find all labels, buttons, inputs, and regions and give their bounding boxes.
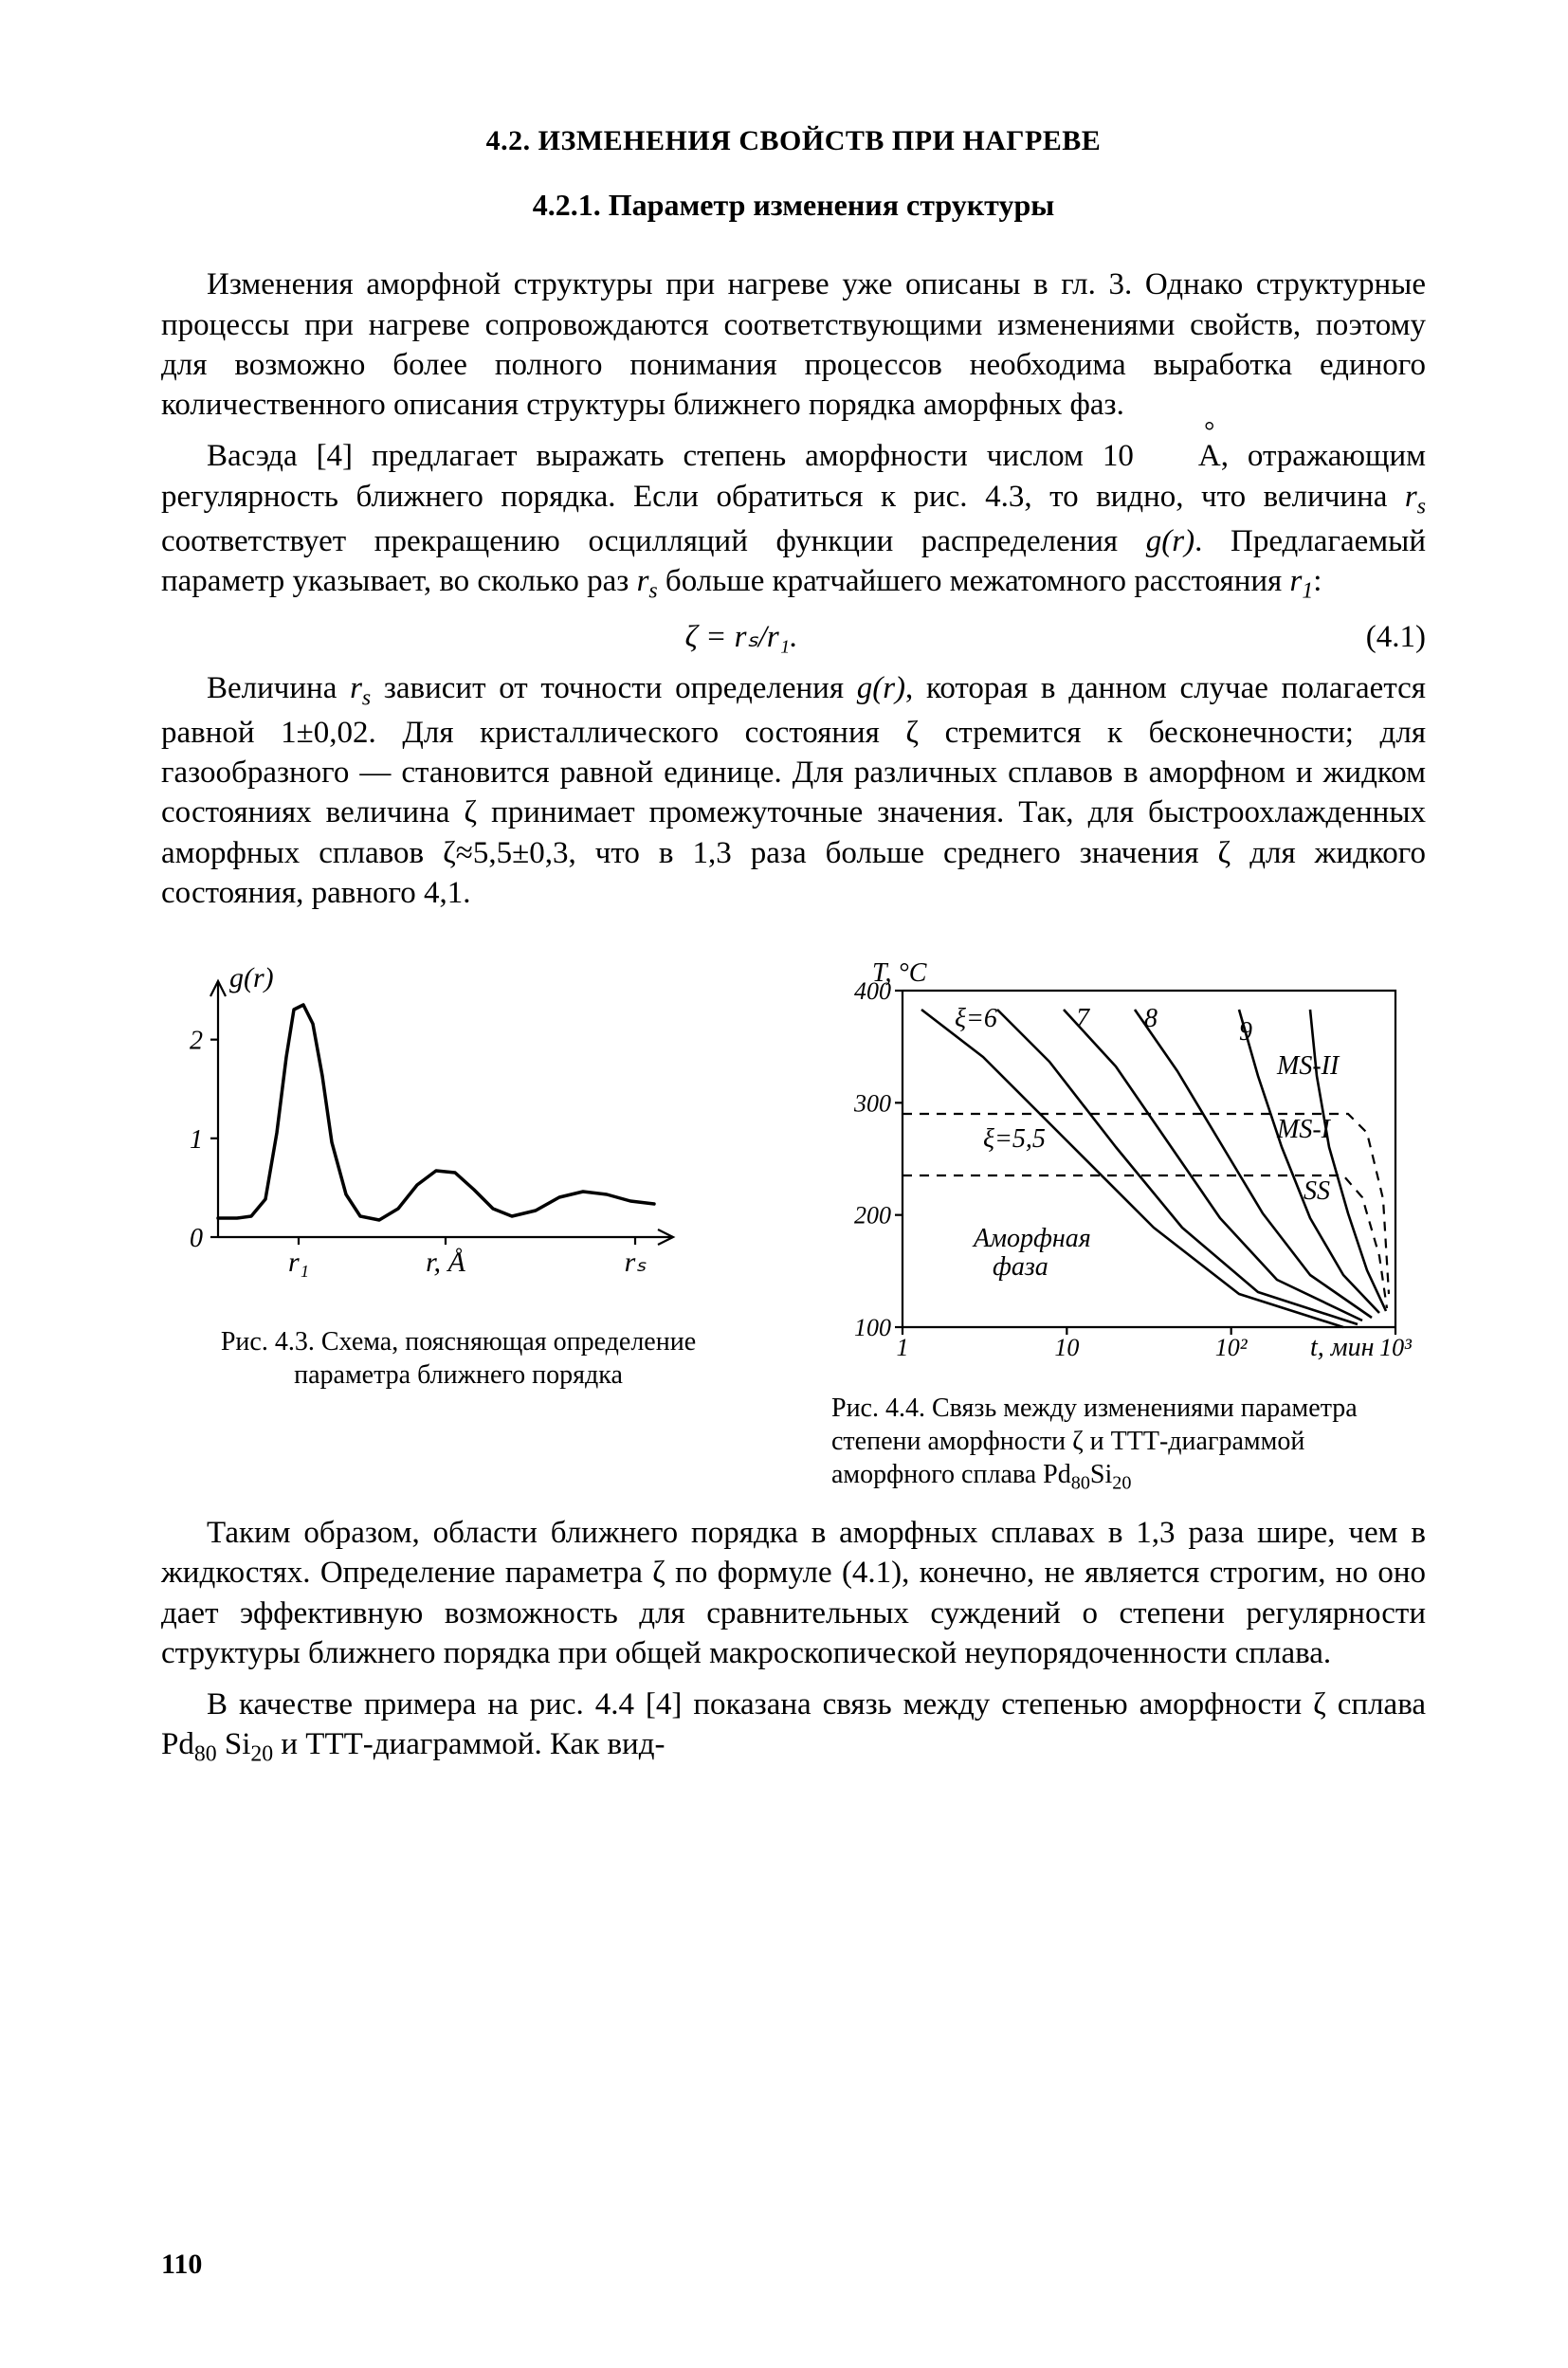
svg-text:0: 0	[190, 1224, 203, 1253]
svg-text:1: 1	[190, 1125, 203, 1155]
svg-text:фаза: фаза	[993, 1252, 1048, 1282]
figure-4-4: 100200300400T, °C11010²10³t, минξ=6789MS…	[831, 953, 1426, 1496]
svg-text:10: 10	[1054, 1334, 1079, 1360]
paragraph-4: Таким образом, области ближнего порядка …	[161, 1513, 1426, 1673]
svg-text:r₁: r₁	[288, 1247, 309, 1278]
svg-text:t, мин: t, мин	[1310, 1333, 1375, 1360]
figure-4-3: 0 1 2 g(r) r₁ r, Å rₛ Рис. 4.3. Схема, поясняю…	[161, 953, 756, 1392]
svg-text:MS-I: MS-I	[1276, 1115, 1332, 1144]
p2-a: Васэда [4] предлагает выражать степень а…	[207, 439, 1153, 473]
p2-e: больше кратчайшего межатомного расстояни…	[658, 564, 1290, 598]
svg-text:10³: 10³	[1379, 1334, 1413, 1360]
svg-text:200: 200	[854, 1202, 891, 1230]
page-number: 110	[161, 2247, 202, 2283]
p3-a: Величина	[207, 671, 350, 705]
p2-c: соответствует прекращению осцилляций фун…	[161, 524, 1146, 558]
var-rs-3: rs	[350, 671, 371, 705]
angstrom-A: A	[1153, 436, 1221, 476]
section-title: 4.2. ИЗМЕНЕНИЯ СВОЙСТВ ПРИ НАГРЕВЕ	[161, 123, 1426, 159]
figure-4-3-caption: Рис. 4.3. Схема, поясняющая определение …	[161, 1325, 756, 1392]
svg-text:SS: SS	[1304, 1176, 1330, 1206]
figure-4-4-svg: 100200300400T, °C11010²10³t, минξ=6789MS…	[831, 953, 1419, 1360]
paragraph-2: Васэда [4] предлагает выражать степень а…	[161, 436, 1426, 605]
p5-c: и ТТТ-диаграммой. Как вид-	[273, 1727, 665, 1761]
paragraph-1: Изменения аморфной структуры при нагреве…	[161, 264, 1426, 425]
p3-c: , которая в данном случае полагается рав…	[161, 671, 1426, 910]
figure-4-3-svg: 0 1 2 g(r) r₁ r, Å rₛ	[161, 953, 692, 1294]
paragraph-3: Величина rs зависит от точности определе…	[161, 668, 1426, 913]
svg-text:ξ=6: ξ=6	[955, 1004, 997, 1033]
var-r1: r1	[1289, 564, 1313, 598]
svg-text:7: 7	[1076, 1004, 1090, 1033]
svg-text:1: 1	[897, 1334, 909, 1360]
svg-text:r, Å: r, Å	[426, 1247, 465, 1278]
svg-text:T, °C: T, °C	[872, 958, 927, 988]
p3-b: зависит от точности определения	[371, 671, 857, 705]
svg-text:Аморфная: Аморфная	[972, 1224, 1091, 1253]
var-rs-1: rs	[1405, 480, 1426, 514]
svg-text:9: 9	[1239, 1017, 1252, 1047]
svg-text:300: 300	[853, 1089, 891, 1117]
svg-text:10²: 10²	[1215, 1334, 1249, 1360]
var-gr-1: g(r)	[1146, 524, 1194, 558]
f44cap-b: Si	[1090, 1460, 1112, 1489]
equation-number: (4.1)	[1322, 617, 1426, 657]
svg-text:MS-II: MS-II	[1276, 1051, 1340, 1081]
var-rs-2: rs	[637, 564, 658, 598]
svg-text:8: 8	[1144, 1004, 1158, 1033]
paragraph-5: В качестве примера на рис. 4.4 [4] показ…	[161, 1685, 1426, 1769]
figure-4-4-caption: Рис. 4.4. Связь между изменениями параме…	[831, 1392, 1426, 1496]
svg-text:100: 100	[854, 1314, 891, 1341]
svg-text:2: 2	[190, 1027, 203, 1056]
var-gr-2: g(r)	[857, 671, 905, 705]
subsection-title: 4.2.1. Параметр изменения структуры	[161, 186, 1426, 225]
svg-text:rₛ: rₛ	[625, 1247, 647, 1278]
p5-b: Si	[217, 1727, 251, 1761]
svg-text:ξ=5,5: ξ=5,5	[983, 1124, 1046, 1154]
svg-text:g(r): g(r)	[229, 962, 274, 993]
equation-row: ζ = rₛ/r₁. (4.1)	[161, 617, 1426, 657]
equation: ζ = rₛ/r₁.	[161, 617, 1322, 657]
